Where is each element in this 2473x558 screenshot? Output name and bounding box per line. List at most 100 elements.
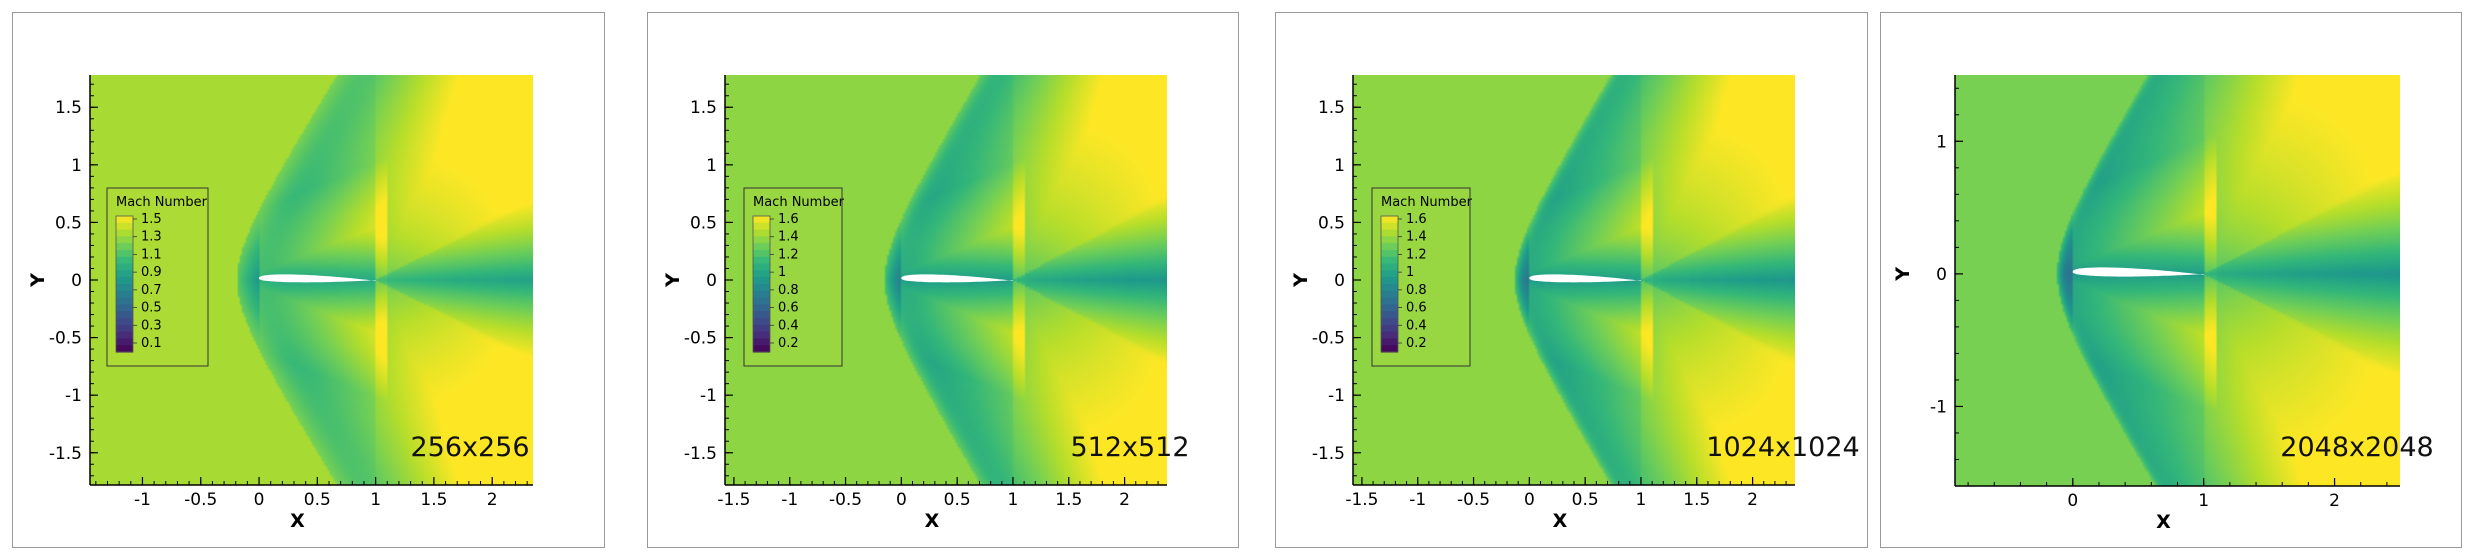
resolution-label: 256x256 bbox=[410, 432, 529, 463]
legend-bar-outline bbox=[1380, 215, 1399, 353]
legend-level-label: 0.1 bbox=[141, 336, 162, 351]
x-tick-label: 0 bbox=[254, 490, 265, 510]
legend-swatch bbox=[753, 270, 770, 278]
colorbar-legend: Mach Number 1.5 1.3 1.1 0.9 0.7 0.5 0.3 0.1 bbox=[106, 187, 209, 367]
x-tick-label: -0.5 bbox=[829, 490, 862, 510]
legend-swatch bbox=[116, 284, 133, 292]
airfoil-shape bbox=[259, 274, 376, 283]
chart-1: -1 -0.5 0 0.5 1 1.5 2 -1.5 -1 -0.5 0 0.5 1 1.5 X Y 256x2… bbox=[27, 75, 533, 532]
airfoil-shape bbox=[901, 274, 1013, 283]
x-tick-label: -0.5 bbox=[1457, 490, 1490, 510]
legend-swatch bbox=[753, 250, 770, 258]
legend-swatch bbox=[753, 290, 770, 299]
legend-title: Mach Number bbox=[116, 195, 208, 210]
legend-level-label: 0.6 bbox=[778, 301, 799, 316]
y-tick-label: 0 bbox=[1334, 271, 1345, 291]
legend-swatch bbox=[1381, 250, 1398, 258]
x-tick-label: 0 bbox=[2067, 491, 2078, 511]
legend-swatch bbox=[116, 277, 133, 285]
legend-swatch bbox=[1381, 277, 1398, 285]
legend-level-label: 0.4 bbox=[778, 318, 799, 333]
x-tick-label: -1 bbox=[134, 490, 151, 510]
legend-level-label: 1.4 bbox=[1406, 230, 1427, 245]
legend-swatch bbox=[116, 311, 133, 319]
x-tick-label: 0.5 bbox=[1572, 490, 1599, 510]
legend-swatch bbox=[116, 270, 133, 278]
colorbar-legend: Mach Number 1.6 1.4 1.2 1 0.8 0.6 0.4 0.2 bbox=[743, 187, 845, 367]
airfoil-shape bbox=[2072, 267, 2204, 277]
y-tick-label: 1.5 bbox=[1318, 98, 1345, 118]
legend-swatch bbox=[1381, 331, 1398, 339]
legend-swatch bbox=[1381, 236, 1398, 244]
x-tick-label: 2 bbox=[1747, 490, 1758, 510]
legend-level-label: 1.2 bbox=[778, 247, 799, 262]
x-tick-label: -0.5 bbox=[184, 490, 217, 510]
legend-swatch bbox=[116, 216, 133, 224]
legend-level-label: 0.9 bbox=[141, 265, 162, 280]
x-tick-label: 1.5 bbox=[420, 490, 447, 510]
legend-swatch bbox=[753, 311, 770, 319]
chart-2: -1.5 -1 -0.5 0 0.5 1 1.5 2 -1.5 -1 -0.5 0 0.5 1 1.5 X Y 5… bbox=[662, 75, 1190, 532]
legend-swatch bbox=[1381, 229, 1398, 237]
legend-swatch bbox=[753, 324, 770, 333]
x-tick-label: -1.5 bbox=[1345, 490, 1378, 510]
legend-swatch bbox=[116, 263, 133, 271]
legend-level-label: 1 bbox=[1406, 265, 1414, 280]
legend-level-label: 0.5 bbox=[141, 301, 162, 316]
y-tick-label: 0.5 bbox=[1318, 213, 1345, 233]
legend-level-label: 1.2 bbox=[1406, 247, 1427, 262]
legend-swatch bbox=[1381, 216, 1398, 224]
legend-level-label: 1 bbox=[778, 265, 786, 280]
legend-swatch bbox=[1381, 290, 1398, 299]
legend-swatch bbox=[116, 229, 133, 237]
y-tick-label: 0.5 bbox=[55, 213, 82, 233]
legend-swatch bbox=[753, 263, 770, 271]
x-tick-label: 1 bbox=[370, 490, 381, 510]
legend-swatch bbox=[1381, 297, 1398, 305]
legend-swatch bbox=[116, 318, 133, 326]
y-tick-label: -0.5 bbox=[684, 329, 717, 349]
x-tick-label: 2 bbox=[487, 490, 498, 510]
y-tick-label: 0 bbox=[706, 271, 717, 291]
y-tick-label: 1 bbox=[1334, 156, 1345, 176]
colorbar-legend: Mach Number 1.6 1.4 1.2 1 0.8 0.6 0.4 0.2 bbox=[1371, 187, 1473, 367]
x-tick-label: 1.5 bbox=[1055, 490, 1082, 510]
legend-swatch bbox=[116, 297, 133, 305]
chart-4: 0 1 2 -1 0 1 X Y 2048x2048 bbox=[1892, 75, 2434, 533]
legend-level-label: 1.6 bbox=[1406, 212, 1427, 227]
airfoil-shape bbox=[1529, 274, 1641, 283]
legend-swatch bbox=[753, 229, 770, 237]
x-tick-label: 0 bbox=[896, 490, 907, 510]
y-tick-label: -1.5 bbox=[49, 444, 82, 464]
legend-swatch bbox=[116, 236, 133, 244]
x-tick-label: 2 bbox=[1119, 490, 1130, 510]
y-tick-label: 0.5 bbox=[690, 213, 717, 233]
legend-swatch bbox=[116, 290, 133, 299]
x-tick-label: 0 bbox=[1524, 490, 1535, 510]
mach-contour-field bbox=[1955, 75, 2400, 486]
legend-level-label: 1.6 bbox=[778, 212, 799, 227]
legend-swatch bbox=[1381, 304, 1398, 312]
legend-level-label: 0.2 bbox=[1406, 336, 1427, 351]
legend-swatch bbox=[1381, 318, 1398, 326]
y-tick-label: -0.5 bbox=[49, 329, 82, 349]
legend-swatch bbox=[1381, 256, 1398, 265]
legend-swatch bbox=[753, 243, 770, 251]
y-tick-label: 0 bbox=[71, 271, 82, 291]
x-axis-title: X bbox=[290, 510, 305, 532]
resolution-label: 512x512 bbox=[1070, 432, 1189, 463]
resolution-label: 2048x2048 bbox=[2280, 432, 2433, 463]
legend-swatch bbox=[753, 216, 770, 224]
legend-swatch bbox=[116, 243, 133, 251]
legend-level-label: 1.5 bbox=[141, 212, 162, 227]
y-tick-label: -1.5 bbox=[1312, 444, 1345, 464]
y-tick-label: 1 bbox=[71, 156, 82, 176]
legend-level-label: 0.8 bbox=[1406, 283, 1427, 298]
legend-swatch bbox=[116, 250, 133, 258]
x-tick-label: 1 bbox=[1636, 490, 1647, 510]
legend-level-label: 0.6 bbox=[1406, 301, 1427, 316]
legend-swatch bbox=[1381, 243, 1398, 251]
x-tick-label: -1 bbox=[781, 490, 798, 510]
legend-swatch bbox=[753, 331, 770, 339]
